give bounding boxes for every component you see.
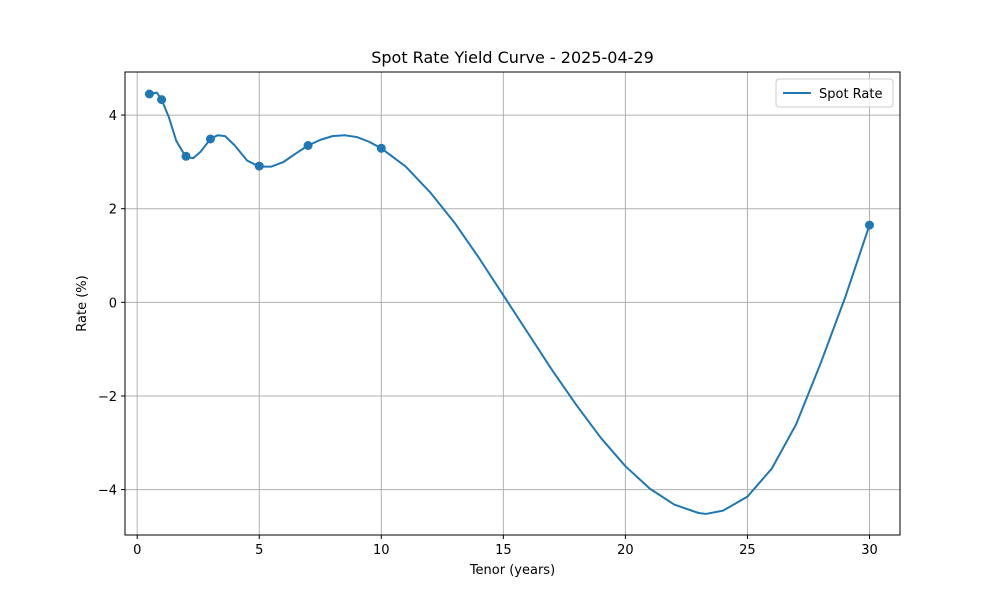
legend: Spot Rate bbox=[775, 78, 894, 108]
series-line-spot-rate bbox=[149, 91, 871, 515]
x-tick-label: 30 bbox=[861, 543, 878, 558]
y-axis-label: Rate (%) bbox=[75, 275, 90, 331]
y-tick-label: −2 bbox=[98, 390, 117, 405]
x-tick-label: 20 bbox=[617, 543, 634, 558]
data-point bbox=[864, 220, 874, 230]
data-point bbox=[157, 95, 167, 105]
x-tick-label: 0 bbox=[133, 543, 141, 558]
legend-box bbox=[775, 78, 894, 108]
x-tick-label: 10 bbox=[373, 543, 390, 558]
plot-frame bbox=[124, 71, 901, 536]
legend-label: Spot Rate bbox=[819, 87, 883, 102]
axis-ticks: 0 5 10 15 20 25 30 −4 −2 0 2 4 bbox=[98, 109, 878, 558]
data-point bbox=[181, 151, 191, 161]
data-point bbox=[205, 134, 215, 144]
x-tick-label: 25 bbox=[739, 543, 756, 558]
y-tick-label: 0 bbox=[109, 296, 117, 311]
data-point bbox=[254, 161, 264, 171]
x-tick-label: 5 bbox=[255, 543, 263, 558]
data-point bbox=[144, 89, 154, 99]
x-axis-label: Tenor (years) bbox=[469, 563, 555, 578]
y-tick-label: 4 bbox=[109, 109, 117, 124]
data-point bbox=[303, 140, 313, 150]
data-point bbox=[376, 143, 386, 153]
y-tick-label: −4 bbox=[98, 484, 117, 499]
x-tick-label: 15 bbox=[495, 543, 512, 558]
y-tick-label: 2 bbox=[109, 203, 117, 218]
series-layer bbox=[144, 89, 874, 515]
chart-title: Spot Rate Yield Curve - 2025-04-29 bbox=[371, 48, 654, 67]
